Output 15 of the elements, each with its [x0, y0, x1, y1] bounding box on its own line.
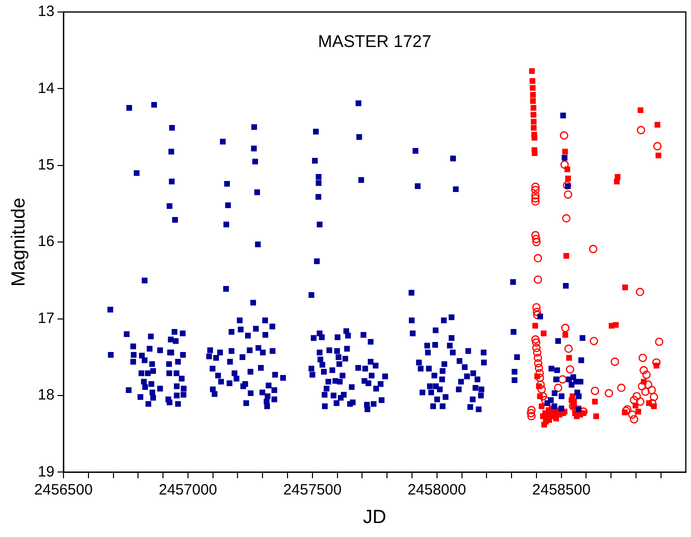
x-tick-label: 2457000 [158, 481, 218, 498]
y-axis-title: Magnitude [8, 198, 30, 286]
y-tick-label: 13 [38, 3, 54, 20]
y-tick-label: 15 [38, 156, 54, 174]
text: MASTER 1727 [318, 32, 432, 52]
y-tick-label: 17 [38, 310, 54, 327]
y-tick-label: 18 [38, 386, 54, 404]
x-tick-label: 2457500 [283, 481, 342, 498]
x-axis-title: JD [363, 506, 386, 528]
x-tick-label: 2458500 [532, 481, 591, 498]
x-tick-label: 2456500 [34, 481, 93, 498]
x-tick-label: 2458000 [408, 481, 466, 498]
y-tick-label: 19 [38, 463, 54, 480]
y-tick-label: 16 [38, 233, 54, 250]
y-tick-label: 14 [38, 80, 54, 97]
